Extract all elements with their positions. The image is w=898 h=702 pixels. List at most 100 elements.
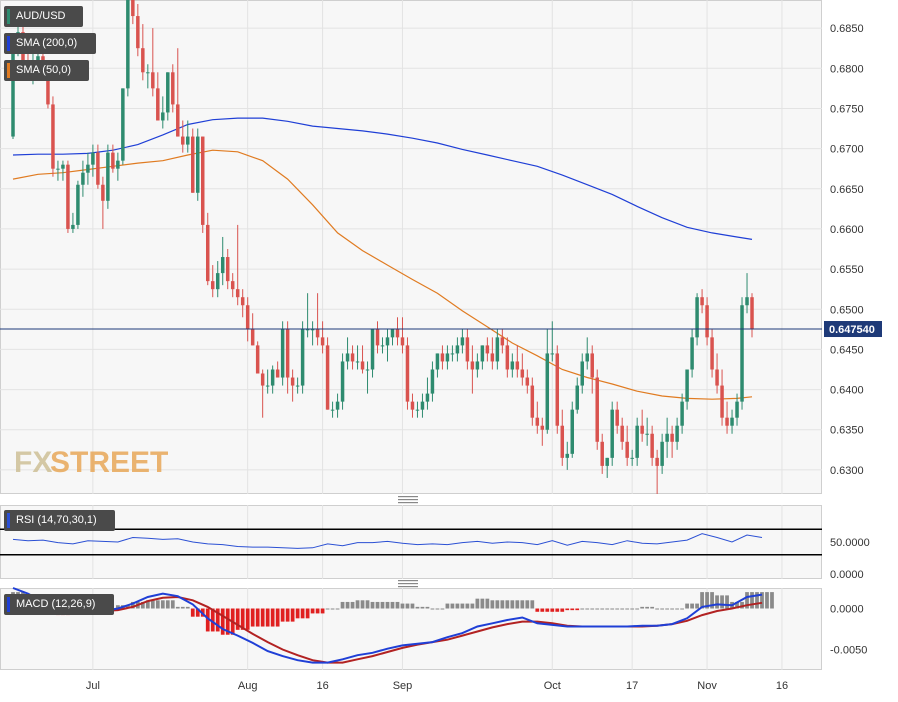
candle-up <box>280 321 285 386</box>
candle-up <box>425 377 430 410</box>
x-tick-label: Jul <box>86 680 100 692</box>
candle-body <box>585 353 589 362</box>
macd-histogram-bar <box>355 600 360 609</box>
candle-body <box>305 329 310 331</box>
legend-sma50[interactable]: SMA (50,0) <box>4 60 89 81</box>
candle-body <box>515 361 520 370</box>
macd-histogram-bar <box>720 595 724 609</box>
candle-body <box>111 152 115 169</box>
macd-histogram-bar <box>560 608 565 612</box>
candle-body <box>705 305 709 338</box>
candle-body <box>375 329 380 346</box>
macd-histogram-bar <box>155 600 160 609</box>
macd-histogram-bar <box>535 608 540 612</box>
candle-body <box>330 409 335 411</box>
candle-down <box>535 401 540 434</box>
candle-body <box>46 76 50 105</box>
macd-histogram-bar <box>145 600 150 609</box>
candle-body <box>480 345 485 362</box>
candle-down <box>705 297 709 346</box>
candle-up <box>475 353 480 378</box>
macd-histogram-bar <box>735 601 739 609</box>
candle-down <box>640 409 644 442</box>
candle-down <box>225 249 230 290</box>
legend-sma200[interactable]: SMA (200,0) <box>4 33 96 54</box>
candle-up <box>610 401 614 466</box>
candle-body <box>595 377 599 442</box>
macd-histogram-bar <box>685 603 689 609</box>
candle-body <box>540 425 545 430</box>
macd-y-tick-label: -0.0050 <box>830 645 867 657</box>
macd-histogram-bar <box>245 608 250 630</box>
candle-down <box>315 293 320 346</box>
candle-body <box>345 353 350 362</box>
macd-histogram-bar <box>420 606 425 609</box>
x-tick-label: 16 <box>776 680 788 692</box>
macd-histogram-bar <box>375 601 380 609</box>
candle-down <box>720 369 724 426</box>
candle-body <box>210 281 215 290</box>
candle-body <box>545 353 550 430</box>
legend-aud-usd[interactable]: AUD/USD <box>4 6 83 27</box>
macd-histogram-bar <box>320 608 325 614</box>
candle-body <box>350 353 355 362</box>
candle-body <box>580 361 584 386</box>
candle-up <box>730 409 734 434</box>
macd-histogram-bar <box>545 608 550 612</box>
candle-body <box>81 172 85 185</box>
candle-down <box>191 128 195 193</box>
macd-histogram-bar <box>635 608 640 610</box>
rsi-splitter-handle[interactable] <box>398 496 418 504</box>
candle-up <box>365 361 370 394</box>
candle-up <box>380 337 385 354</box>
candle-body <box>485 345 490 354</box>
candle-down <box>500 329 505 354</box>
candle-down <box>540 417 545 446</box>
macd-histogram-bar <box>310 608 315 614</box>
macd-histogram-bar <box>370 601 375 609</box>
candle-up <box>570 401 575 458</box>
macd-histogram-bar <box>445 603 450 609</box>
macd-histogram-bar <box>605 608 610 610</box>
x-tick-label: Oct <box>544 680 561 692</box>
legend-macd[interactable]: MACD (12,26,9) <box>4 594 114 615</box>
macd-histogram-bar <box>745 592 749 609</box>
candle-body <box>500 337 505 346</box>
candle-body <box>720 385 724 418</box>
macd-histogram-bar <box>300 608 305 619</box>
candle-body <box>310 329 315 331</box>
macd-splitter-handle[interactable] <box>398 580 418 588</box>
macd-histogram-bar <box>180 606 185 609</box>
candle-up <box>695 293 699 346</box>
macd-histogram-bar <box>620 608 625 610</box>
candle-body <box>315 329 320 338</box>
candle-body <box>136 16 140 49</box>
candle-body <box>76 184 80 225</box>
candle-body <box>250 329 255 346</box>
candle-body <box>186 136 190 145</box>
candle-down <box>710 329 714 378</box>
candle-body <box>260 373 265 386</box>
candle-up <box>455 337 460 362</box>
candle-body <box>450 353 455 355</box>
candle-up <box>91 144 95 177</box>
candle-body <box>445 353 450 362</box>
candle-body <box>575 385 579 410</box>
macd-histogram-bar <box>590 608 595 610</box>
candle-up <box>295 377 300 394</box>
candle-up <box>545 329 550 434</box>
candle-body <box>171 72 175 105</box>
candle-body <box>255 345 260 374</box>
legend-rsi[interactable]: RSI (14,70,30,1) <box>4 510 115 531</box>
macd-histogram-bar <box>295 608 300 619</box>
watermark-street: STREET <box>50 446 168 479</box>
candle-down <box>260 369 265 418</box>
candle-down <box>620 417 624 450</box>
candle-body <box>101 184 105 201</box>
candle-body <box>400 337 405 346</box>
candle-body <box>230 281 235 290</box>
candle-body <box>730 417 734 426</box>
macd-histogram-bar <box>410 603 415 609</box>
candle-down <box>465 329 470 370</box>
